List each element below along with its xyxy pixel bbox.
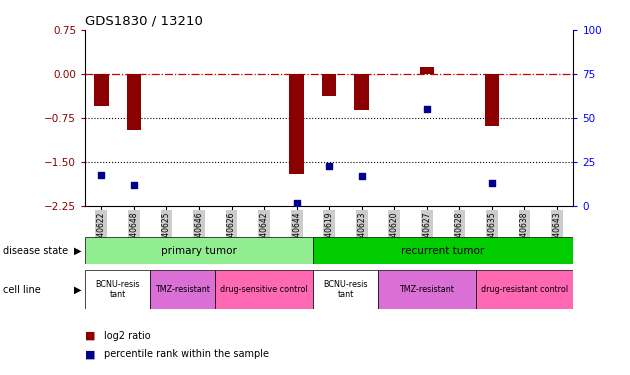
Point — [129, 182, 139, 188]
Text: cell line: cell line — [3, 285, 41, 295]
Text: ■: ■ — [85, 331, 96, 340]
Point — [96, 171, 106, 177]
Text: BCNU-resis
tant: BCNU-resis tant — [95, 280, 140, 299]
Point — [487, 180, 497, 186]
Text: ■: ■ — [85, 350, 96, 359]
Point — [422, 106, 432, 112]
Bar — [313, 237, 573, 264]
Bar — [355, 74, 369, 111]
Text: drug-sensitive control: drug-sensitive control — [220, 285, 308, 294]
Bar — [94, 74, 108, 106]
Text: drug-resistant control: drug-resistant control — [481, 285, 568, 294]
Point — [292, 200, 302, 206]
Bar — [476, 270, 573, 309]
Bar — [322, 74, 336, 96]
Text: GDS1830 / 13210: GDS1830 / 13210 — [85, 15, 203, 27]
Text: ▶: ▶ — [74, 285, 81, 295]
Point — [357, 173, 367, 179]
Text: percentile rank within the sample: percentile rank within the sample — [104, 350, 269, 359]
Text: ▶: ▶ — [74, 246, 81, 256]
Bar — [127, 74, 141, 130]
Text: BCNU-resis
tant: BCNU-resis tant — [323, 280, 368, 299]
Text: disease state: disease state — [3, 246, 68, 256]
Text: recurrent tumor: recurrent tumor — [401, 246, 484, 256]
Text: primary tumor: primary tumor — [161, 246, 237, 256]
Point — [324, 163, 335, 169]
Bar — [85, 270, 150, 309]
Bar — [378, 270, 476, 309]
Bar — [420, 67, 434, 74]
Bar — [150, 270, 215, 309]
Text: log2 ratio: log2 ratio — [104, 331, 151, 340]
Bar — [85, 237, 313, 264]
Bar — [289, 74, 304, 174]
Text: TMZ-resistant: TMZ-resistant — [399, 285, 454, 294]
Bar — [215, 270, 313, 309]
Bar — [484, 74, 499, 126]
Text: TMZ-resistant: TMZ-resistant — [155, 285, 210, 294]
Bar — [313, 270, 378, 309]
